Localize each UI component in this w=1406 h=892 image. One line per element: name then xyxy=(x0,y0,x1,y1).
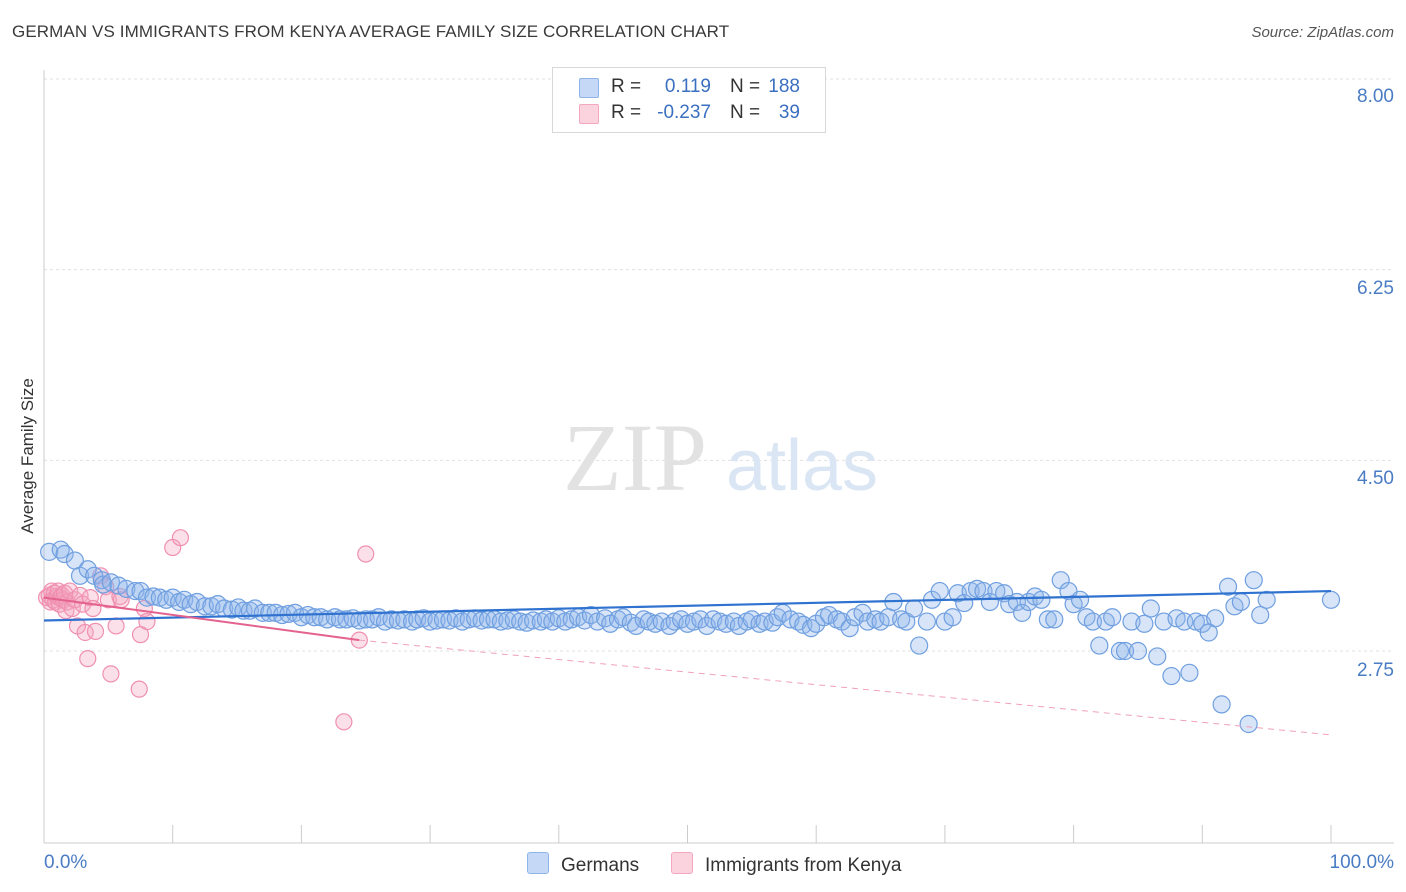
germans-point xyxy=(350,611,369,630)
germans-point xyxy=(1321,590,1341,609)
germans-point xyxy=(1231,592,1251,612)
germans-point xyxy=(1103,608,1122,627)
trend-lines xyxy=(43,589,1332,736)
watermark-zip: ZIP xyxy=(563,404,707,511)
germans-point xyxy=(1083,612,1103,631)
kenya-point xyxy=(61,582,79,600)
germans-point xyxy=(1180,663,1199,682)
germans-legend-swatch xyxy=(527,852,549,874)
n-value: 188 xyxy=(768,76,800,97)
kenya-point xyxy=(335,713,353,731)
legend-germans: Germans xyxy=(527,852,639,877)
germans-point xyxy=(691,610,710,629)
germans-point xyxy=(337,610,356,629)
germans-point xyxy=(382,610,401,629)
germans-point xyxy=(1045,610,1064,629)
germans-point xyxy=(1013,603,1032,622)
chart-title: GERMAN VS IMMIGRANTS FROM KENYA AVERAGE … xyxy=(12,22,730,41)
r-value: 0.119 xyxy=(664,76,711,97)
r-label: R = xyxy=(611,102,642,123)
germans-point xyxy=(1038,610,1057,629)
watermark: ZIP atlas xyxy=(563,404,878,511)
germans-point xyxy=(904,599,924,618)
n-label: N = xyxy=(730,76,761,97)
germans-point xyxy=(1251,605,1270,625)
germans-point xyxy=(1206,609,1225,628)
n-value: 39 xyxy=(778,102,800,123)
germans-point xyxy=(472,611,491,630)
germans-point xyxy=(1218,577,1238,596)
kenya-point xyxy=(171,529,190,547)
germans-point xyxy=(330,610,350,629)
germans-point xyxy=(1148,647,1167,666)
y-tick-label: 8.00 xyxy=(1357,86,1394,107)
kenya-legend-swatch xyxy=(671,852,693,874)
germans-point xyxy=(1162,666,1181,686)
kenya-point xyxy=(86,622,105,640)
germans-point xyxy=(1090,636,1109,655)
germans-point xyxy=(126,581,145,601)
germans-swatch xyxy=(579,78,599,98)
germans-point xyxy=(943,608,962,627)
kenya-swatch xyxy=(579,104,599,124)
germans-point xyxy=(1141,599,1160,618)
r-value: -0.237 xyxy=(657,102,711,123)
series-immigrants-from-kenya xyxy=(37,529,375,731)
germans-point xyxy=(1135,614,1154,633)
kenya-trend-extension xyxy=(359,639,1332,736)
germans-point xyxy=(1239,714,1258,734)
kenya-point xyxy=(79,650,97,668)
kenya-point xyxy=(81,589,99,607)
germans-point xyxy=(40,542,59,561)
germans-point xyxy=(253,603,272,622)
legend-row-kenya: R = -0.237 N = 39 xyxy=(553,101,825,127)
n-label: N = xyxy=(730,102,761,123)
correlation-legend: R = 0.119 N = 188 R = -0.237 N = 39 xyxy=(552,67,826,133)
series-germans xyxy=(40,540,1341,734)
legend-germans-label: Germans xyxy=(561,855,640,876)
x-tick-label-left: 0.0% xyxy=(44,852,88,873)
kenya-point xyxy=(130,680,148,698)
kenya-point xyxy=(107,617,125,635)
y-tick-label: 4.50 xyxy=(1357,468,1394,489)
kenya-point xyxy=(102,665,120,683)
germans-point xyxy=(581,605,601,625)
germans-point xyxy=(930,581,949,601)
germans-point xyxy=(1070,590,1090,609)
axes xyxy=(43,70,1394,844)
germans-point xyxy=(511,612,530,631)
germans-point xyxy=(523,611,543,630)
germans-point xyxy=(1128,641,1148,661)
kenya-trend-line xyxy=(43,596,360,642)
x-tick-label-right: 100.0% xyxy=(1329,852,1394,873)
germans-point xyxy=(1115,641,1135,661)
y-tick-label: 6.25 xyxy=(1357,278,1394,299)
germans-point xyxy=(78,560,97,579)
germans-point xyxy=(910,636,929,655)
germans-point xyxy=(596,609,615,628)
germans-point xyxy=(137,588,157,607)
legend-kenya: Immigrants from Kenya xyxy=(671,852,901,877)
germans-point xyxy=(498,611,517,630)
source-label: Source: ZipAtlas.com xyxy=(1251,24,1394,41)
gridlines xyxy=(44,78,1394,652)
r-label: R = xyxy=(611,76,642,97)
germans-point xyxy=(1244,571,1263,590)
germans-trend-line xyxy=(43,589,1332,622)
germans-point xyxy=(1032,590,1051,609)
germans-point xyxy=(917,612,936,631)
watermark-atlas: atlas xyxy=(726,426,878,506)
y-tick-label: 2.75 xyxy=(1357,660,1394,681)
germans-point xyxy=(55,544,74,564)
germans-point xyxy=(1110,641,1130,661)
legend-kenya-label: Immigrants from Kenya xyxy=(705,855,902,876)
legend-row-germans: R = 0.119 N = 188 xyxy=(553,75,825,101)
germans-point xyxy=(1257,590,1276,609)
germans-point xyxy=(840,619,859,638)
germans-point xyxy=(1212,695,1231,714)
kenya-point xyxy=(357,545,375,563)
kenya-point xyxy=(131,626,150,644)
